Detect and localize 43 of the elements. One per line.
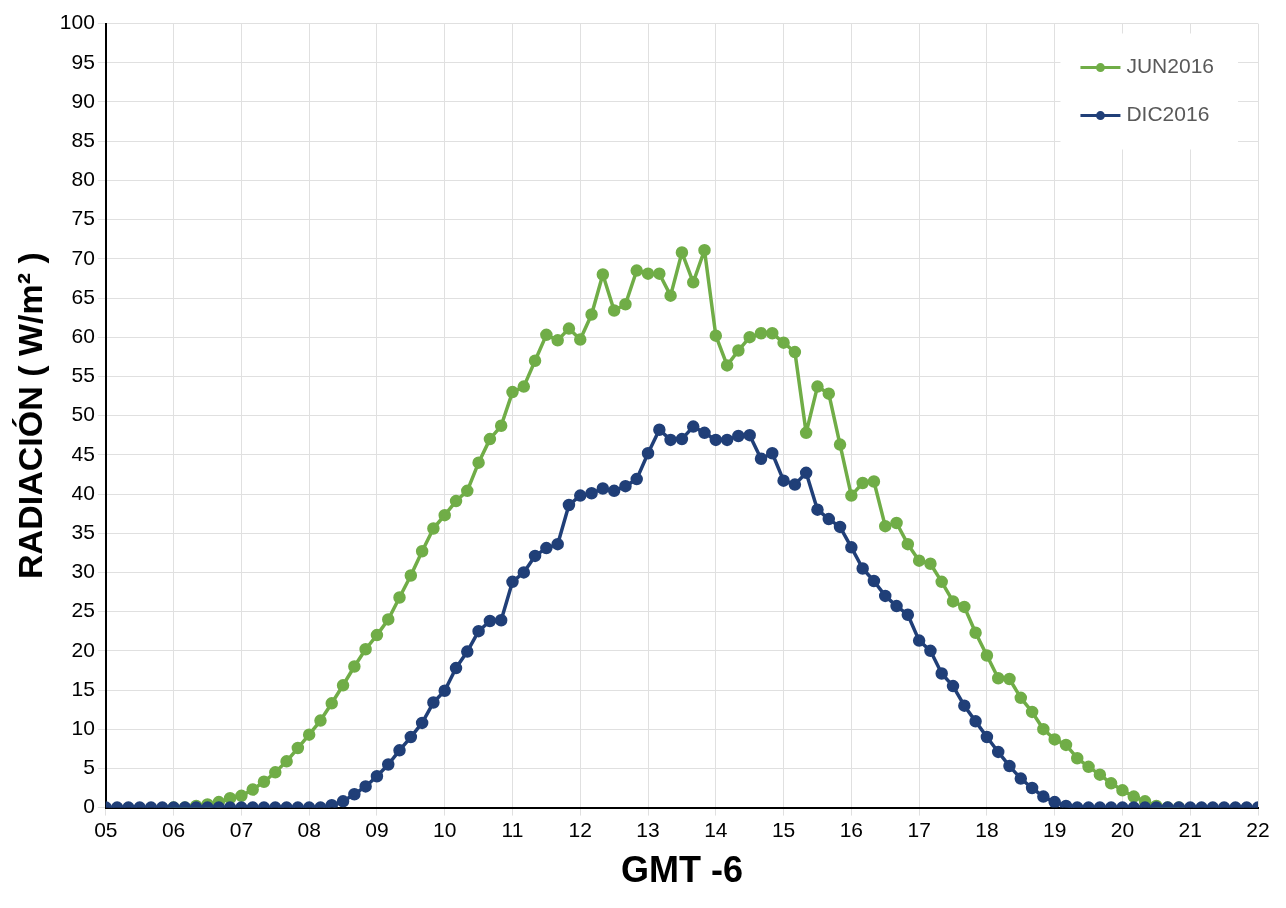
- x-tick-label: 22: [1246, 818, 1270, 841]
- y-tick-label: 10: [71, 716, 95, 739]
- y-tick-label: 5: [83, 755, 95, 779]
- y-tick-label: 50: [71, 402, 95, 426]
- y-tick-label: 85: [71, 128, 95, 151]
- y-tick-label: 100: [59, 10, 95, 34]
- y-tick-label: 40: [71, 480, 95, 504]
- x-tick-label: 19: [1043, 818, 1067, 841]
- x-tick-label: 16: [839, 818, 864, 841]
- y-tick-label: 35: [71, 520, 95, 543]
- y-tick-label: 45: [71, 441, 95, 465]
- x-tick-label: 17: [907, 818, 931, 841]
- legend-label: JUN2016: [1126, 54, 1215, 78]
- y-tick-label: 80: [71, 167, 95, 191]
- y-axis-title: RADIACIÓN ( W/m² ): [10, 252, 49, 579]
- x-tick-label: 21: [1178, 818, 1202, 841]
- x-tick-label: 06: [161, 818, 186, 841]
- x-tick-label: 20: [1110, 818, 1135, 841]
- x-tick-label: 11: [501, 818, 524, 841]
- y-tick-label: 15: [71, 676, 95, 700]
- x-axis-title: GMT -6: [620, 849, 743, 891]
- x-tick-label: 14: [704, 818, 728, 841]
- x-tick-label: 18: [975, 818, 999, 841]
- y-tick-label: 70: [71, 245, 95, 269]
- x-tick-label: 10: [433, 818, 457, 841]
- y-tick-label: 0: [83, 794, 95, 818]
- legend-label: DIC2016: [1126, 102, 1210, 126]
- x-tick-label: 07: [229, 818, 254, 841]
- y-tick-label: 60: [71, 324, 95, 347]
- y-tick-label: 20: [71, 637, 95, 661]
- x-tick-label: 12: [568, 818, 592, 841]
- y-tick-label: 95: [71, 49, 95, 73]
- x-tick-label: 08: [297, 818, 321, 841]
- y-tick-label: 90: [71, 88, 95, 112]
- y-tick-label: 25: [71, 598, 95, 622]
- y-tick-label: 55: [71, 363, 95, 387]
- y-tick-label: 65: [71, 284, 95, 308]
- x-tick-label: 15: [771, 818, 796, 841]
- y-tick-label: 75: [71, 206, 95, 230]
- x-tick-label: 09: [365, 818, 389, 841]
- x-tick-label: 05: [94, 818, 118, 841]
- y-tick-label: 30: [71, 559, 95, 583]
- x-tick-label: 13: [636, 818, 660, 841]
